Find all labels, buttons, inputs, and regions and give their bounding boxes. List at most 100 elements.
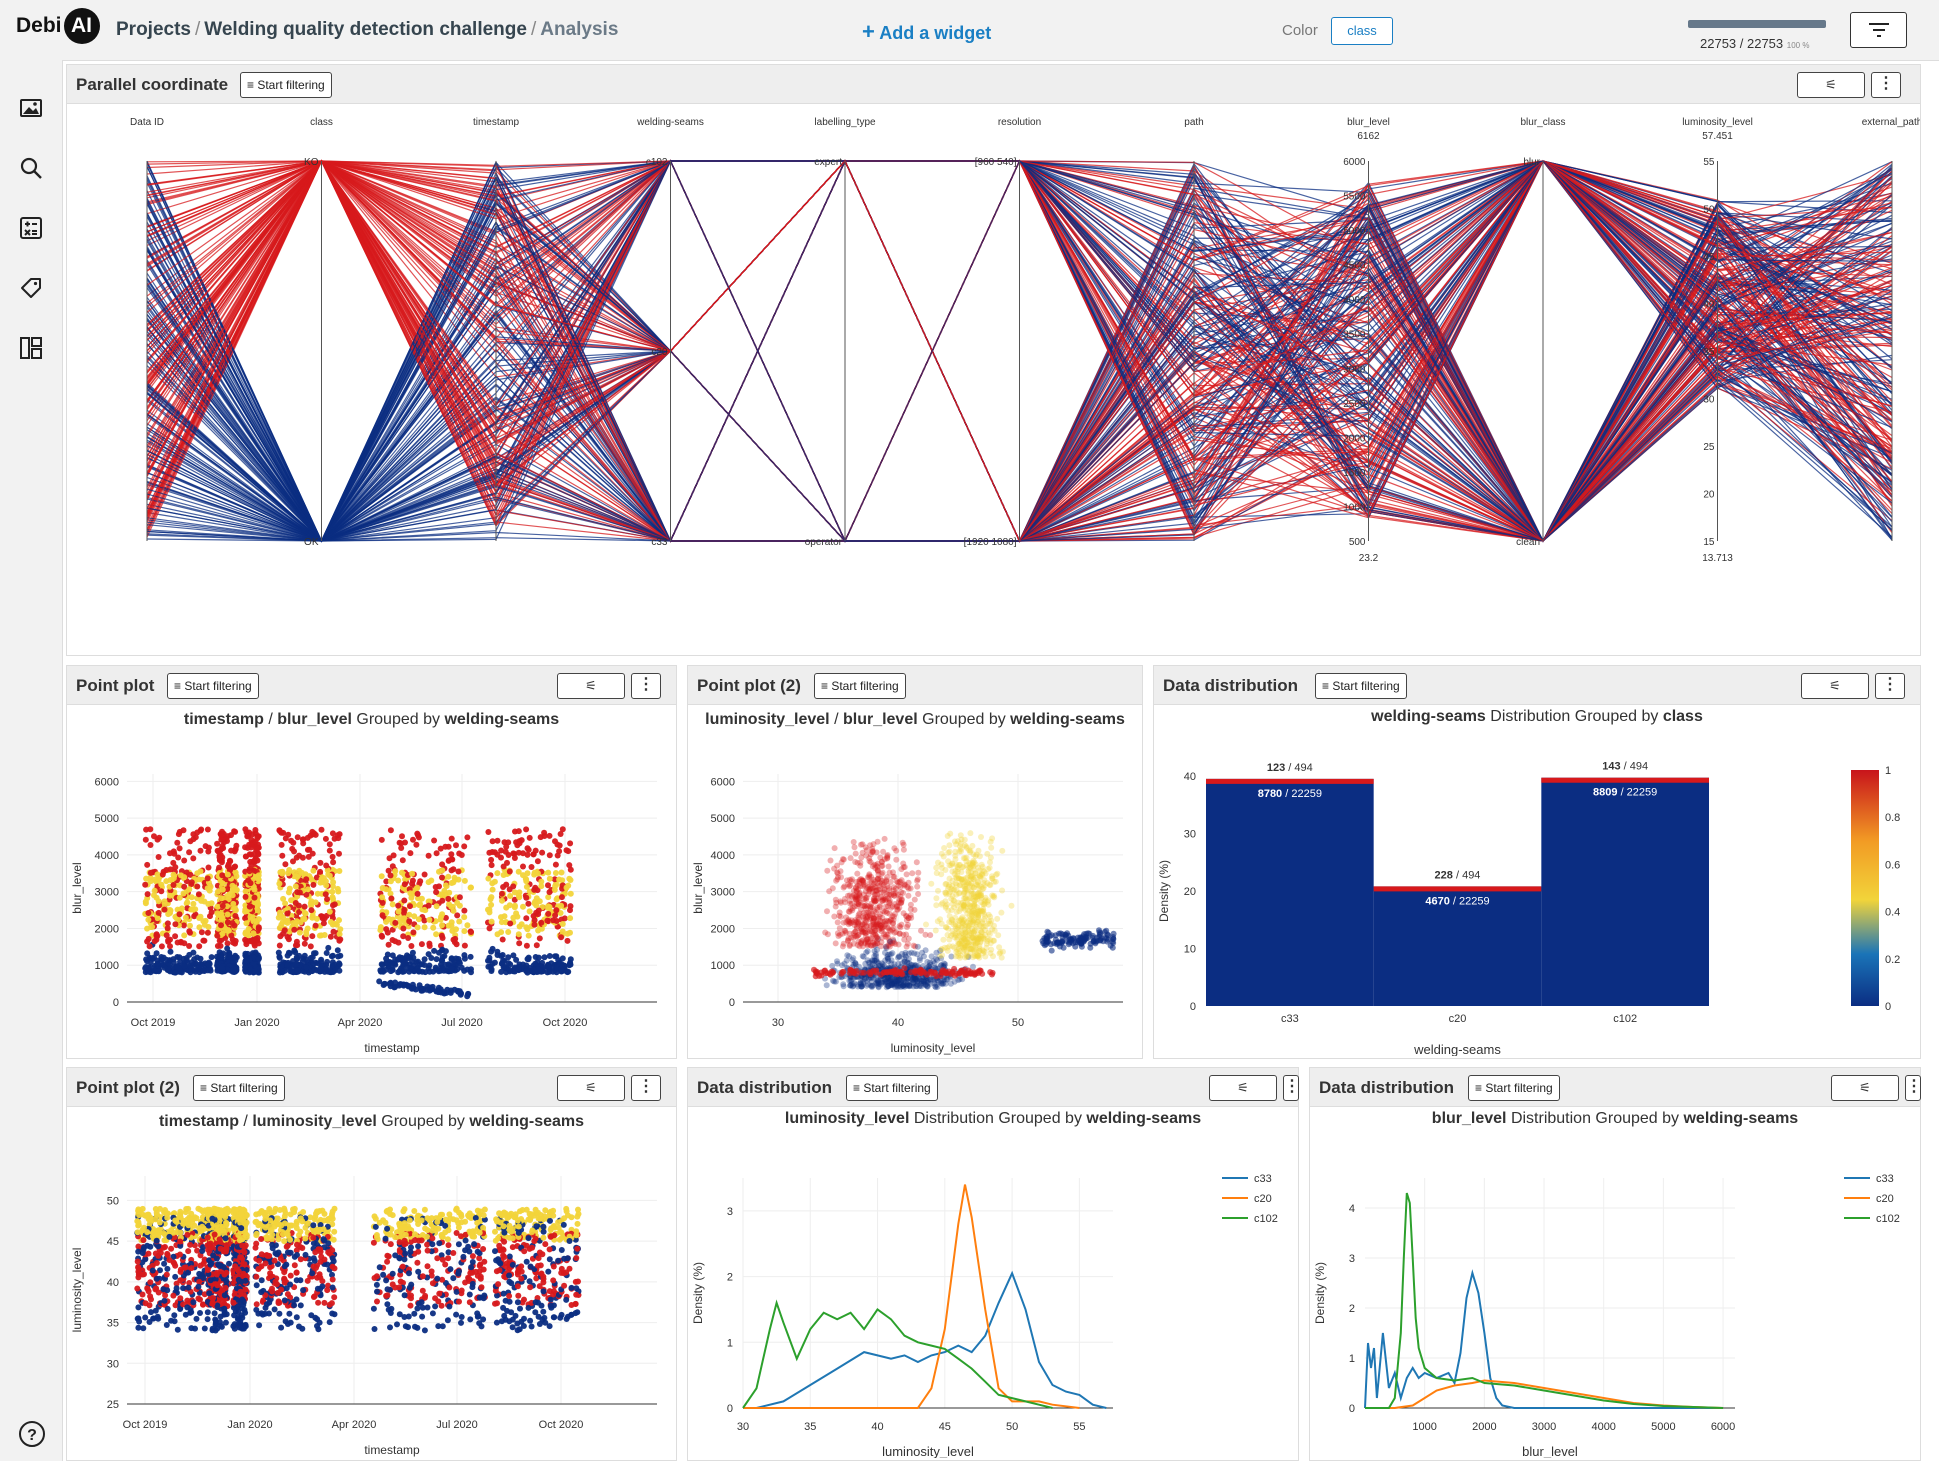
breadcrumb-project[interactable]: Welding quality detection challenge <box>204 19 527 40</box>
search-icon[interactable] <box>18 156 44 182</box>
scatter-point <box>858 926 864 933</box>
scatter-point <box>974 893 981 900</box>
more-menu-button[interactable]: ⋮ <box>631 673 661 699</box>
scatter-point <box>915 977 922 984</box>
start-filtering-button[interactable]: ≡ Start filtering <box>167 673 259 699</box>
scatter-point <box>167 948 174 955</box>
start-filtering-button[interactable]: ≡ Start filtering <box>240 72 332 98</box>
scatter-point <box>976 872 983 879</box>
scatter-point <box>499 960 505 967</box>
color-select-button[interactable]: class <box>1331 17 1393 45</box>
scatter-point <box>205 844 212 851</box>
scatter-point <box>976 935 983 942</box>
scatter-point <box>962 929 969 936</box>
global-filter-button[interactable] <box>1850 12 1907 48</box>
settings-button[interactable]: ⚟ <box>1797 72 1865 98</box>
more-menu-button[interactable]: ⋮ <box>631 1075 661 1101</box>
help-icon[interactable]: ? <box>18 1420 45 1447</box>
scatter-point <box>869 958 876 964</box>
scatter-point <box>876 913 883 920</box>
scatter-point <box>864 903 871 909</box>
settings-button[interactable]: ⚟ <box>557 673 625 699</box>
scatter-point <box>939 952 946 959</box>
y-tick-label: 25 <box>107 1399 119 1411</box>
scatter-point <box>956 848 963 855</box>
scatter-point <box>229 882 236 889</box>
tag-icon[interactable] <box>18 276 44 302</box>
more-menu-button[interactable]: ⋮ <box>1871 72 1901 98</box>
scatter-point <box>966 864 973 871</box>
start-filtering-button[interactable]: ≡ Start filtering <box>193 1075 285 1101</box>
settings-button[interactable]: ⚟ <box>557 1075 625 1101</box>
scatter-point <box>893 982 900 989</box>
scatter-point <box>296 889 303 896</box>
scatter-point <box>846 953 852 960</box>
scatter-point <box>513 910 520 917</box>
scatter-point <box>958 929 965 936</box>
scatter-point <box>945 883 952 890</box>
scatter-point <box>1054 939 1061 946</box>
scatter-point <box>414 965 421 972</box>
app-logo[interactable]: Debi AI <box>16 8 100 44</box>
scatter-point <box>973 851 980 858</box>
scatter-point <box>849 905 856 912</box>
breadcrumb-projects[interactable]: Projects <box>116 19 191 40</box>
scatter-point <box>967 919 974 926</box>
scatter-point <box>888 977 894 984</box>
bar-ko-total: / 494 <box>1621 761 1649 773</box>
scatter-point <box>874 940 881 947</box>
scatter-point <box>901 983 908 990</box>
image-icon[interactable] <box>18 96 44 122</box>
scatter-point <box>218 917 224 924</box>
scatter-point <box>843 957 850 964</box>
scatter-point <box>455 868 462 875</box>
scatter-point <box>830 977 836 984</box>
scatter-point <box>242 908 249 915</box>
calculator-icon[interactable] <box>18 216 44 242</box>
scatter-point <box>962 922 969 929</box>
scatter-point <box>873 940 880 947</box>
scatter-point <box>875 921 882 928</box>
scatter-point <box>422 969 429 976</box>
scatter-point <box>158 881 165 888</box>
scatter-point <box>904 972 910 979</box>
scatter-point <box>872 884 879 890</box>
scatter-point <box>224 919 231 926</box>
scatter-point <box>881 835 888 842</box>
scatter-point <box>908 962 915 969</box>
scatter-point <box>317 879 324 886</box>
scatter-point <box>448 867 455 874</box>
pc-tick-label: 25 <box>1703 442 1715 453</box>
scatter-point <box>282 900 289 907</box>
start-filtering-button[interactable]: ≡ Start filtering <box>814 673 906 699</box>
scatter-point <box>840 940 847 947</box>
scatter-point <box>963 948 970 955</box>
scatter-point <box>853 888 860 895</box>
scatter-point <box>864 928 871 935</box>
scatter-point <box>979 863 986 870</box>
scatter-point <box>515 931 522 938</box>
scatter-point <box>888 981 895 988</box>
start-filtering-label: Start filtering <box>184 679 252 693</box>
scatter-point <box>835 874 841 881</box>
scatter-point <box>873 862 879 869</box>
more-menu-button[interactable]: ⋮ <box>1875 673 1905 699</box>
scatter-point <box>887 879 894 885</box>
pc-tick-label: 3500 <box>1343 330 1366 341</box>
scatter-point <box>848 934 855 941</box>
dashboard-icon[interactable] <box>18 336 44 362</box>
start-filtering-button[interactable]: ≡ Start filtering <box>1315 673 1407 699</box>
scatter-point <box>872 923 879 930</box>
settings-button[interactable]: ⚟ <box>1801 673 1869 699</box>
scatter-point <box>853 925 860 932</box>
add-widget-button[interactable]: + Add a widget <box>862 19 991 45</box>
scatter-point <box>984 880 991 887</box>
scatter-point <box>941 960 948 967</box>
scatter-point <box>953 887 960 894</box>
scatter-point <box>870 876 877 883</box>
